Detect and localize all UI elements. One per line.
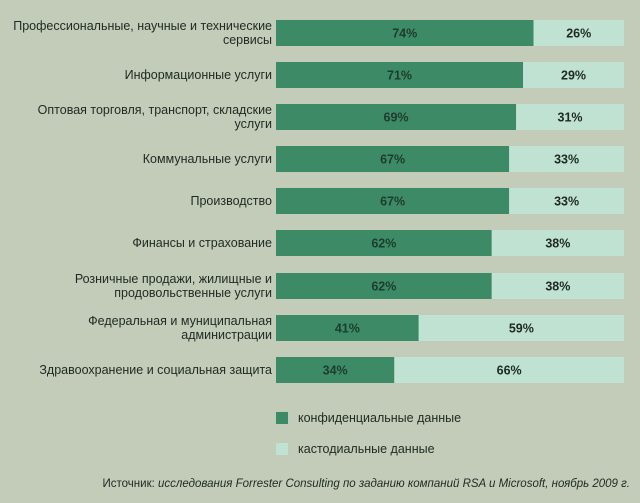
bar-segment-confidential — [276, 188, 510, 214]
category-label: Профессиональные, научные и технические … — [13, 19, 272, 47]
bar-segment-confidential — [276, 315, 419, 341]
bar-segment-custodial — [491, 230, 624, 256]
data-label: 29% — [561, 69, 586, 83]
bar-segment-confidential — [276, 230, 492, 256]
data-label: 26% — [566, 27, 591, 41]
legend-swatch-custodial — [276, 443, 288, 455]
legend-swatch-confidential — [276, 412, 288, 424]
data-label: 33% — [554, 195, 579, 209]
bar-segment-confidential — [276, 357, 395, 383]
category-label: Федеральная и муниципальная администраци… — [88, 314, 272, 342]
category-label: Производство — [190, 194, 272, 208]
legend-label-confidential: конфиденциальные данные — [298, 411, 462, 425]
bar-segment-custodial — [509, 188, 624, 214]
data-label: 67% — [380, 195, 405, 209]
data-label: 33% — [554, 153, 579, 167]
source-note: Источник: исследования Forrester Consult… — [103, 478, 631, 490]
data-label: 31% — [558, 111, 583, 125]
data-label: 66% — [497, 364, 522, 378]
data-label: 74% — [392, 27, 417, 41]
data-label: 62% — [371, 237, 396, 251]
bar-segment-custodial — [509, 146, 624, 172]
source-text: исследования Forrester Consulting по зад… — [158, 478, 630, 490]
category-label: Оптовая торговля, транспорт, складские у… — [37, 103, 272, 131]
category-label: Розничные продажи, жилищные и продовольс… — [74, 272, 272, 300]
legend-label-custodial: кастодиальные данные — [298, 442, 435, 456]
category-label: Информационные услуги — [124, 68, 272, 82]
data-label: 69% — [384, 111, 409, 125]
data-label: 38% — [545, 237, 570, 251]
data-label: 34% — [323, 364, 348, 378]
bar-segment-confidential — [276, 62, 524, 88]
data-label: 71% — [387, 69, 412, 83]
data-label: 38% — [545, 280, 570, 294]
category-label: Финансы и страхование — [132, 236, 272, 250]
bar-segment-confidential — [276, 146, 510, 172]
bar-segment-custodial — [516, 104, 624, 130]
bar-segment-confidential — [276, 20, 534, 46]
bar-segment-custodial — [523, 62, 624, 88]
data-label: 67% — [380, 153, 405, 167]
bar-segment-confidential — [276, 273, 492, 299]
category-label: Коммунальные услуги — [142, 152, 272, 166]
bar-segment-custodial — [533, 20, 624, 46]
bar-segment-custodial — [491, 273, 624, 299]
bar-segment-custodial — [418, 315, 624, 341]
data-label: 62% — [371, 280, 396, 294]
bar-segment-confidential — [276, 104, 517, 130]
source-prefix: Источник: — [102, 478, 155, 490]
bar-segment-custodial — [394, 357, 624, 383]
category-label: Здравоохранение и социальная защита — [39, 363, 272, 377]
data-label: 59% — [509, 322, 534, 336]
data-label: 41% — [335, 322, 360, 336]
